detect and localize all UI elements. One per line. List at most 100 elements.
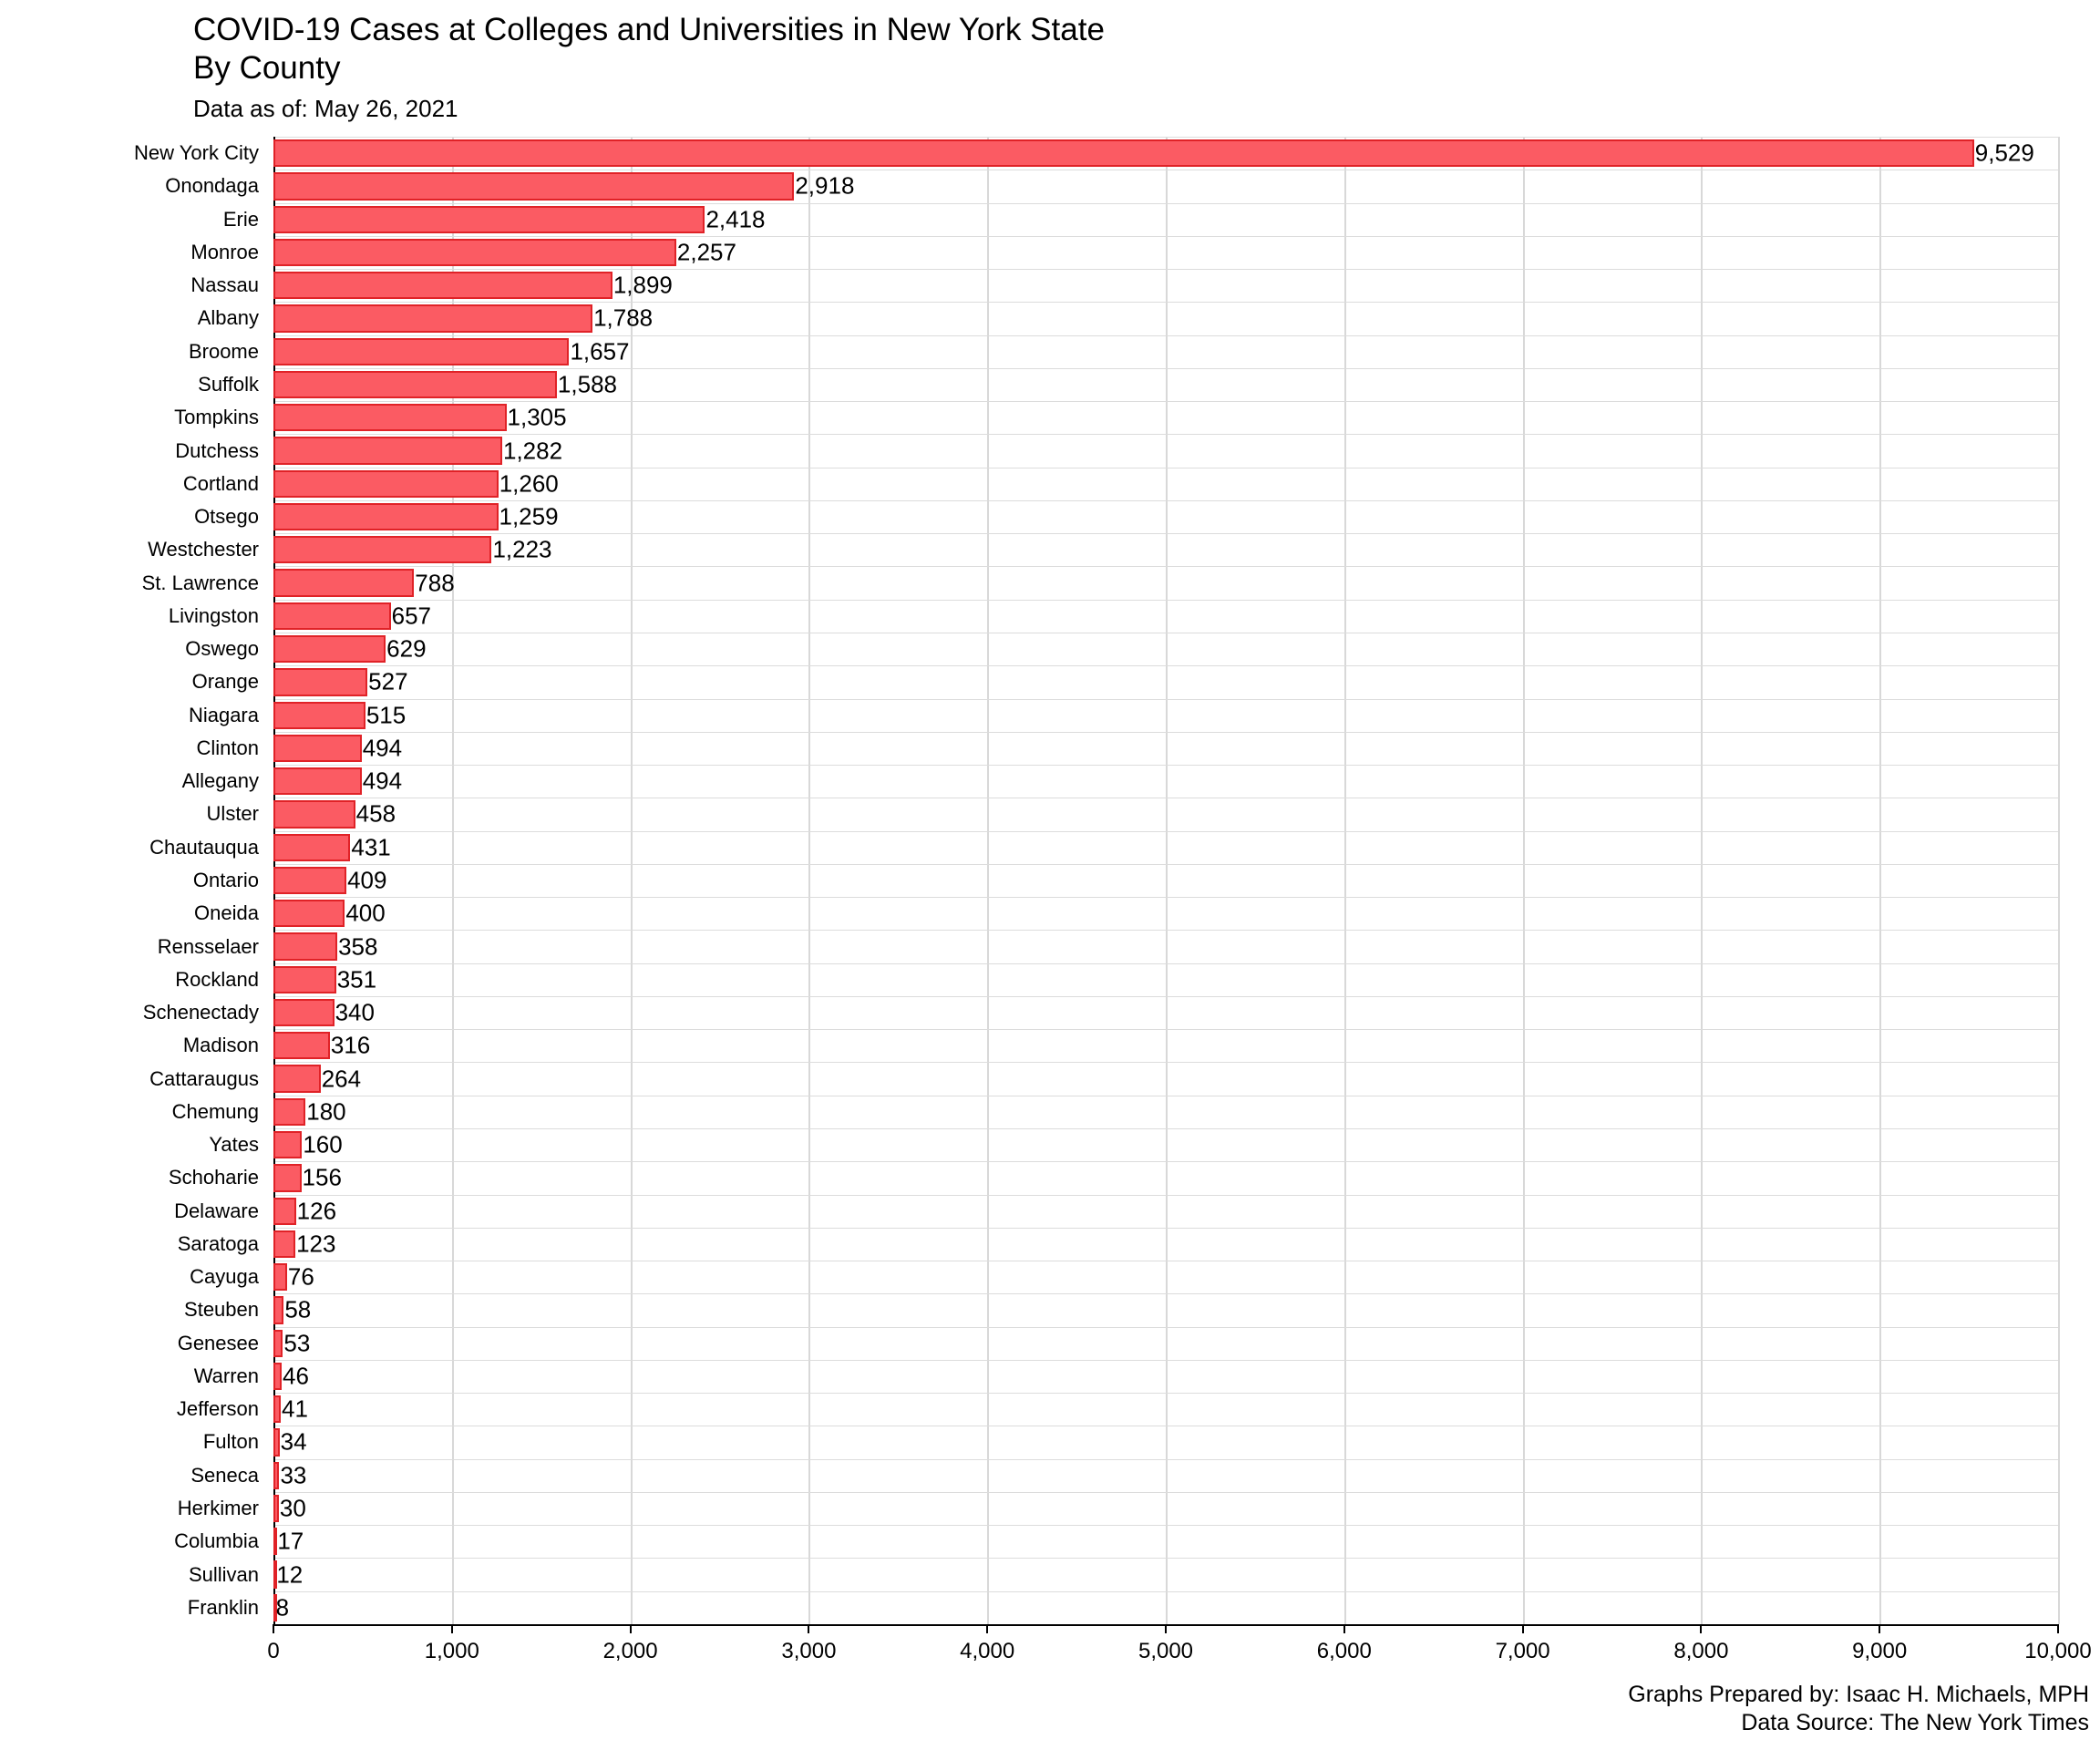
x-axis-tick-label: 7,000: [1495, 1639, 1550, 1663]
bar-area: 657: [273, 600, 2058, 633]
bar-value-label: 9,529: [1974, 139, 2034, 167]
bar-value-label: 431: [351, 833, 391, 861]
bar-area: 1,788: [273, 302, 2058, 335]
bar: [273, 767, 362, 796]
bar: [273, 1560, 277, 1589]
vertical-gridline: [630, 137, 633, 1624]
bar: [273, 1263, 287, 1292]
county-label: Livingston: [168, 603, 259, 627]
vertical-gridline: [808, 137, 811, 1624]
bar-area: 400: [273, 897, 2058, 930]
x-axis-tick-label: 6,000: [1316, 1639, 1372, 1663]
bar-value-label: 358: [338, 932, 378, 960]
bar-area: 515: [273, 699, 2058, 732]
data-as-of-note: Data as of: May 26, 2021: [193, 95, 458, 122]
county-label: Ulster: [206, 802, 259, 826]
bar: [273, 1296, 284, 1324]
bar-area: 126: [273, 1195, 2058, 1228]
bar-value-label: 8: [275, 1593, 290, 1621]
bar: [273, 800, 355, 829]
x-axis-tick-label: 5,000: [1138, 1639, 1194, 1663]
bar-area: 46: [273, 1360, 2058, 1393]
horizontal-gridline: [273, 765, 2058, 767]
bar-row: Dutchess 1,282: [0, 434, 2058, 467]
bar: [273, 1065, 321, 1093]
bar-value-label: 657: [391, 602, 432, 630]
bar-value-label: 33: [280, 1461, 307, 1489]
bar-row: Delaware 126: [0, 1195, 2058, 1228]
vertical-gridline: [987, 137, 990, 1624]
bar-value-label: 76: [287, 1262, 314, 1291]
x-axis-tick-label: 8,000: [1673, 1639, 1729, 1663]
bar-value-label: 1,657: [570, 337, 630, 365]
bar-value-label: 340: [335, 998, 375, 1026]
county-label: Cayuga: [190, 1265, 259, 1289]
county-label: Rockland: [175, 967, 259, 991]
x-axis-tick: [450, 1624, 453, 1633]
horizontal-gridline: [273, 1227, 2058, 1229]
horizontal-gridline: [273, 434, 2058, 436]
bar-row: Nassau 1,899: [0, 269, 2058, 302]
bar-row: Albany 1,788: [0, 302, 2058, 335]
county-label: Saratoga: [177, 1231, 259, 1255]
county-label: Madison: [182, 1034, 259, 1057]
county-label: Delaware: [174, 1199, 259, 1222]
bar: [273, 1329, 283, 1357]
horizontal-gridline: [273, 665, 2058, 667]
county-label: Sullivan: [188, 1562, 259, 1586]
bar-row: Otsego 1,259: [0, 500, 2058, 533]
bar-value-label: 527: [368, 667, 408, 695]
data-source-credit: Data Source: The New York Times: [1741, 1710, 2089, 1735]
bar-row: Tompkins 1,305: [0, 401, 2058, 434]
bar-row: Allegany 494: [0, 765, 2058, 798]
bar-value-label: 126: [296, 1197, 337, 1225]
county-label: Warren: [193, 1364, 259, 1387]
horizontal-gridline: [273, 1558, 2058, 1560]
bar-row: Rockland 351: [0, 963, 2058, 996]
bar-row: Schoharie 156: [0, 1161, 2058, 1194]
bar-row: Onondaga 2,918: [0, 170, 2058, 202]
county-label: St. Lawrence: [141, 571, 259, 594]
bar-value-label: 156: [302, 1163, 342, 1191]
x-axis-tick: [629, 1624, 632, 1633]
chart-header: COVID-19 Cases at Colleges and Universit…: [193, 11, 1105, 124]
bar-value-label: 41: [282, 1395, 308, 1423]
bar-value-label: 629: [386, 634, 427, 663]
bar-row: Orange 527: [0, 665, 2058, 698]
bar-value-label: 2,257: [676, 238, 736, 266]
bar-value-label: 17: [277, 1527, 304, 1555]
bar-row: Steuben 58: [0, 1293, 2058, 1326]
horizontal-gridline: [273, 202, 2058, 204]
vertical-gridline: [1343, 137, 1346, 1624]
bar: [273, 1593, 277, 1621]
bar-row: Franklin 8: [0, 1591, 2058, 1624]
county-label: Onondaga: [165, 174, 259, 198]
bar-chart: New York City 9,529 Onondaga 2,918 Erie 2,418…: [0, 137, 2092, 1663]
bar-area: 30: [273, 1492, 2058, 1525]
chart-footer: Graphs Prepared by: Isaac H. Michaels, M…: [1628, 1681, 2089, 1737]
bar-value-label: 1,223: [492, 535, 552, 563]
bar-area: 2,918: [273, 170, 2058, 202]
bar-value-label: 34: [280, 1427, 307, 1456]
county-label: New York City: [134, 141, 259, 165]
county-label: Seneca: [190, 1463, 259, 1487]
county-label: Chemung: [171, 1099, 259, 1123]
horizontal-gridline: [273, 499, 2058, 501]
horizontal-gridline: [273, 830, 2058, 832]
horizontal-gridline: [273, 1491, 2058, 1493]
bar-value-label: 58: [284, 1295, 312, 1323]
bar-row: Clinton 494: [0, 732, 2058, 765]
bar-area: 34: [273, 1426, 2058, 1458]
bar-area: 431: [273, 831, 2058, 864]
bar-area: 527: [273, 665, 2058, 698]
bar-value-label: 1,588: [557, 370, 617, 398]
x-axis: 0 1,000 2,000 3,000 4,000 5,000 6,000 7,000 8,00…: [267, 1624, 2092, 1688]
x-axis-tick: [273, 1624, 274, 1633]
county-label: Fulton: [202, 1430, 259, 1454]
county-label: Monroe: [190, 240, 259, 263]
bar-area: 340: [273, 996, 2058, 1029]
bar-area: 160: [273, 1128, 2058, 1161]
county-label: Franklin: [187, 1595, 259, 1619]
horizontal-gridline: [273, 1161, 2058, 1163]
chart-subtitle: By County: [193, 50, 341, 86]
